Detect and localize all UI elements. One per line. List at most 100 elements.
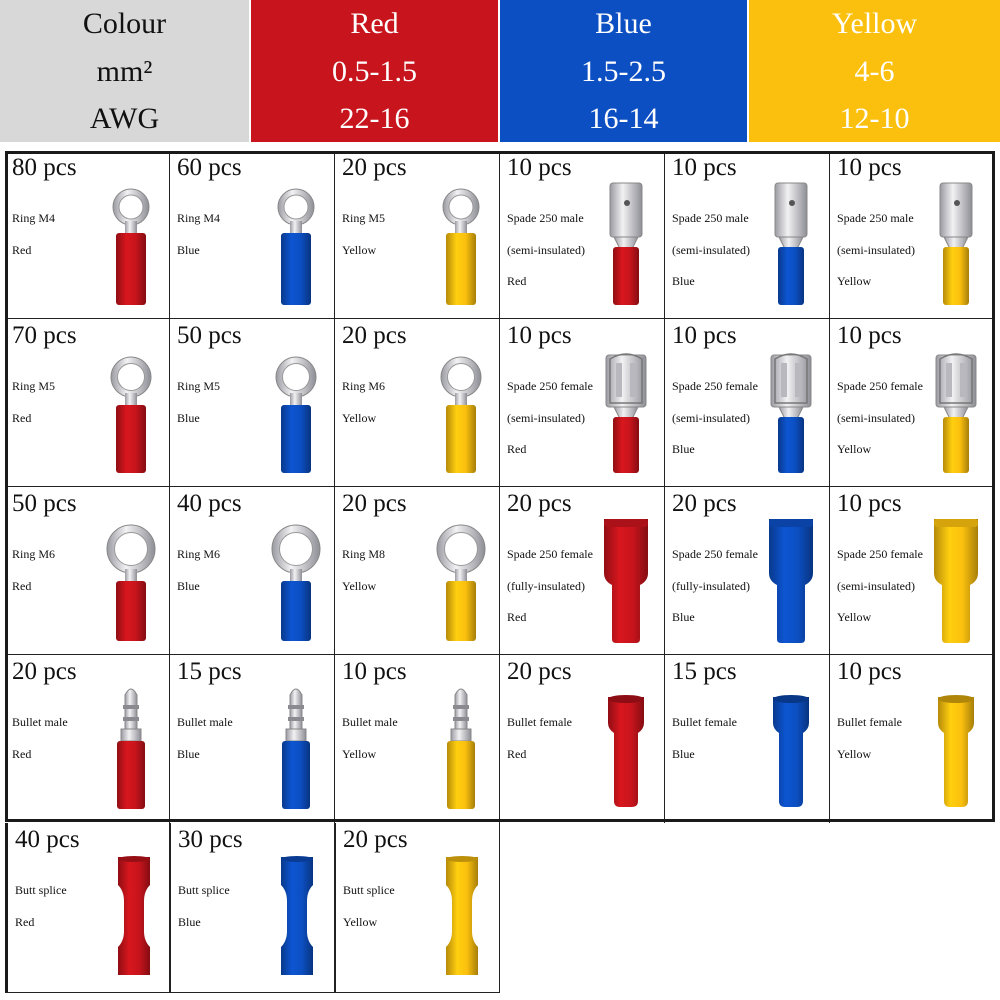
description-line: (semi-insulated): [507, 242, 585, 257]
product-description: Ring M5 Yellow: [342, 203, 385, 266]
product-description: Bullet male Blue: [177, 707, 233, 770]
description-line: (semi-insulated): [507, 410, 585, 425]
spec-value-blue: 1.5-2.5: [500, 48, 747, 96]
spade-female-insulated-icon: [761, 515, 821, 645]
description-line: Yellow: [343, 914, 378, 929]
quantity-label: 20 pcs: [342, 322, 407, 349]
product-cell: 10 pcs Bullet male Yellow: [335, 655, 500, 823]
product-cell: 20 pcs Spade 250 female (fully-insulated) B…: [665, 487, 830, 655]
ring-terminal-icon: [266, 515, 326, 645]
quantity-label: 15 pcs: [672, 658, 737, 685]
description-line: (semi-insulated): [837, 410, 915, 425]
description-line: Spade 250 female: [672, 379, 758, 393]
bullet-male-icon: [431, 683, 491, 813]
quantity-label: 50 pcs: [12, 490, 77, 517]
product-cell: 20 pcs Bullet female Red: [500, 655, 665, 823]
product-cell: 40 pcs Ring M6 Blue: [170, 487, 335, 655]
product-description: Spade 250 male (semi-insulated) Red: [507, 203, 585, 298]
description-line: Blue: [177, 746, 200, 761]
product-cell: 70 pcs Ring M5 Red: [5, 319, 170, 487]
product-description: Butt splice Yellow: [343, 875, 395, 938]
description-line: Blue: [177, 410, 200, 425]
spec-value-red: Red: [251, 0, 498, 48]
description-line: Yellow: [342, 578, 377, 593]
description-line: Butt splice: [15, 883, 67, 897]
quantity-label: 20 pcs: [507, 658, 572, 685]
spade-female-icon: [761, 347, 821, 477]
description-line: Bullet male: [342, 715, 398, 729]
product-description: Spade 250 female (semi-insulated) Yellow: [837, 539, 923, 634]
description-line: Spade 250 male: [837, 211, 914, 225]
butt-splice-icon: [267, 851, 327, 981]
ring-terminal-icon: [266, 347, 326, 477]
quantity-label: 20 pcs: [507, 490, 572, 517]
description-line: Spade 250 male: [507, 211, 584, 225]
product-description: Ring M5 Blue: [177, 371, 220, 434]
description-line: Yellow: [837, 274, 872, 288]
product-cell: 20 pcs Butt splice Yellow: [335, 823, 500, 993]
description-line: Bullet female: [672, 715, 737, 729]
product-description: Spade 250 male (semi-insulated) Yellow: [837, 203, 915, 298]
description-line: Red: [507, 610, 527, 624]
description-line: Bullet male: [177, 715, 233, 729]
spec-label: AWG: [0, 96, 249, 142]
quantity-label: 10 pcs: [837, 322, 902, 349]
description-line: (semi-insulated): [837, 242, 915, 257]
quantity-label: 20 pcs: [12, 658, 77, 685]
quantity-label: 70 pcs: [12, 322, 77, 349]
description-line: Red: [12, 242, 32, 257]
description-line: Spade 250 female: [672, 547, 758, 561]
spade-female-icon: [926, 347, 986, 477]
description-line: Red: [507, 746, 527, 761]
product-cell: 20 pcs Spade 250 female (fully-insulated) R…: [500, 487, 665, 655]
product-description: Ring M6 Blue: [177, 539, 220, 602]
spec-table: Colour Red Blue Yellow mm² 0.5-1.5 1.5-2…: [0, 0, 1000, 142]
description-line: Yellow: [837, 442, 872, 456]
description-line: Butt splice: [178, 883, 230, 897]
description-line: Blue: [178, 914, 201, 929]
bullet-female-icon: [761, 683, 821, 813]
description-line: (fully-insulated): [507, 578, 585, 593]
quantity-label: 10 pcs: [507, 322, 572, 349]
product-description: Spade 250 female (semi-insulated) Yellow: [837, 371, 923, 466]
product-description: Ring M4 Red: [12, 203, 55, 266]
product-cell: 15 pcs Bullet female Blue: [665, 655, 830, 823]
description-line: Bullet female: [837, 715, 902, 729]
product-cell: 50 pcs Ring M6 Red: [5, 487, 170, 655]
spade-female-insulated-icon: [926, 515, 986, 645]
product-description: Ring M6 Red: [12, 539, 55, 602]
quantity-label: 10 pcs: [672, 322, 737, 349]
description-line: (semi-insulated): [672, 242, 750, 257]
product-grid: 80 pcs Ring M4 Red 60 pcs Ring M4 Blue 20 pc…: [5, 151, 995, 993]
product-description: Bullet male Yellow: [342, 707, 398, 770]
description-line: Yellow: [837, 610, 872, 624]
quantity-label: 20 pcs: [343, 826, 408, 853]
quantity-label: 10 pcs: [837, 154, 902, 181]
quantity-label: 20 pcs: [672, 490, 737, 517]
spec-label: Colour: [0, 0, 249, 48]
spade-female-insulated-icon: [596, 515, 656, 645]
description-line: Blue: [672, 442, 695, 456]
description-line: Blue: [177, 578, 200, 593]
product-description: Ring M4 Blue: [177, 203, 220, 266]
spec-value-yellow: 4-6: [749, 48, 1000, 96]
product-description: Bullet female Blue: [672, 707, 737, 770]
product-description: Ring M8 Yellow: [342, 539, 385, 602]
product-cell: 20 pcs Ring M5 Yellow: [335, 151, 500, 319]
description-line: Red: [15, 914, 35, 929]
product-description: Spade 250 female (semi-insulated) Red: [507, 371, 593, 466]
description-line: Blue: [672, 274, 695, 288]
product-cell: 30 pcs Butt splice Blue: [170, 823, 335, 993]
product-cell: 40 pcs Butt splice Red: [5, 823, 170, 993]
product-cell: 20 pcs Ring M6 Yellow: [335, 319, 500, 487]
ring-terminal-icon: [431, 179, 491, 309]
description-line: Bullet male: [12, 715, 68, 729]
description-line: Red: [12, 746, 32, 761]
description-line: Blue: [672, 746, 695, 761]
quantity-label: 15 pcs: [177, 658, 242, 685]
spec-value-red: 22-16: [251, 96, 498, 142]
bullet-female-icon: [596, 683, 656, 813]
product-cell: 10 pcs Spade 250 female (semi-insulated) Ye…: [830, 487, 995, 655]
product-cell: 20 pcs Ring M8 Yellow: [335, 487, 500, 655]
product-cell: 10 pcs Spade 250 male (semi-insulated) Blue: [665, 151, 830, 319]
